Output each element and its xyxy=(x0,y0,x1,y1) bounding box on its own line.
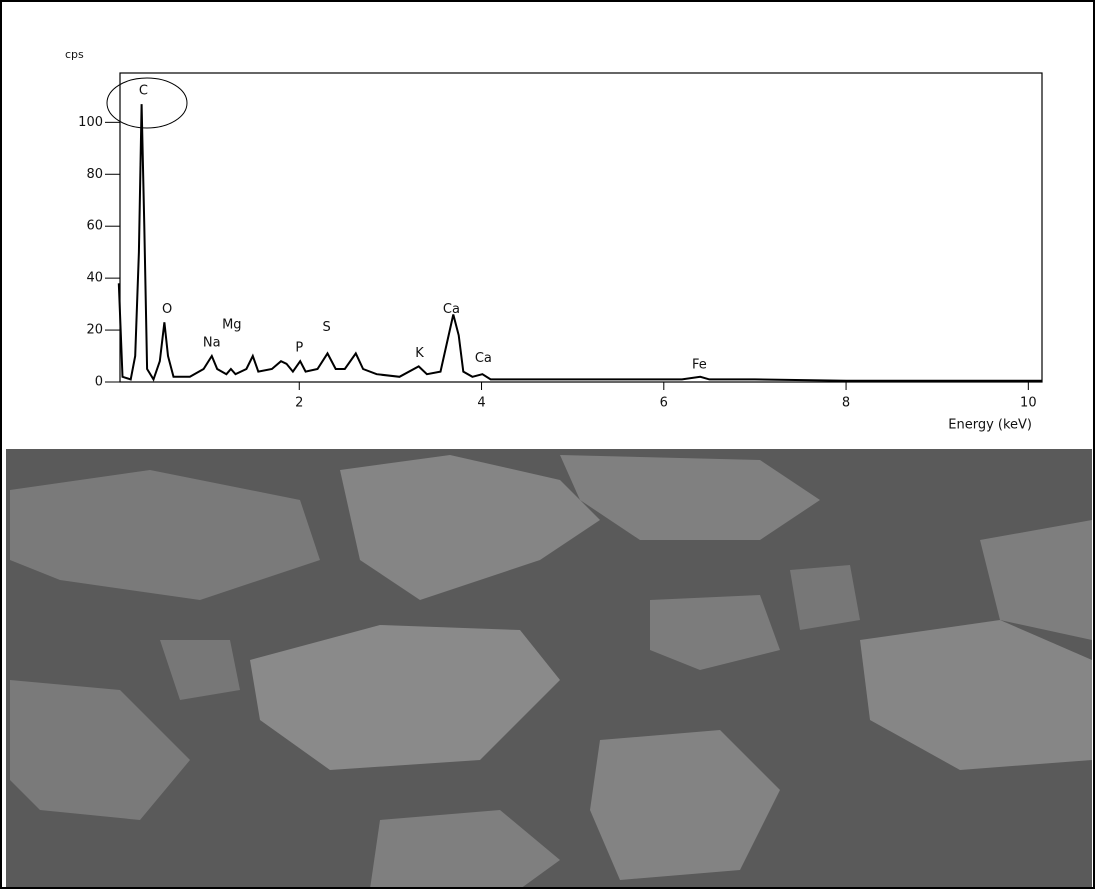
peak-label: Na xyxy=(203,336,221,351)
peak-label: K xyxy=(415,346,424,361)
peak-label: Mg xyxy=(222,317,241,332)
figure: cps Energy (keV) 0 20 40 60 80 100 2 4 6 8 10 C O MgN… xyxy=(0,0,1095,889)
peak-label: Fe xyxy=(692,357,707,372)
y-tick-label: 100 xyxy=(78,115,103,130)
x-tick-label: 8 xyxy=(842,396,850,411)
y-tick-label: 80 xyxy=(86,167,103,182)
page: {"chart_data": { "type": "line", "y_labe… xyxy=(0,0,1095,889)
sem-image xyxy=(6,449,1092,889)
peak-label: Ca xyxy=(443,302,460,317)
peak-label: P xyxy=(295,341,303,356)
y-axis-label: cps xyxy=(65,48,84,61)
peak-label: Ca xyxy=(475,351,492,366)
x-tick-label: 2 xyxy=(295,396,303,411)
peak-label: C xyxy=(139,84,148,99)
peak-label: S xyxy=(322,320,330,335)
x-tick-label: 10 xyxy=(1020,396,1037,411)
peak-label: O xyxy=(162,302,172,317)
y-tick-label: 20 xyxy=(86,323,103,338)
x-tick-label: 4 xyxy=(477,396,485,411)
y-tick-label: 0 xyxy=(95,375,103,390)
x-tick-label: 6 xyxy=(660,396,668,411)
particle xyxy=(790,565,860,630)
x-axis-label: Energy (keV) xyxy=(948,418,1032,433)
y-tick-label: 40 xyxy=(86,271,103,286)
y-tick-label: 60 xyxy=(86,219,103,234)
